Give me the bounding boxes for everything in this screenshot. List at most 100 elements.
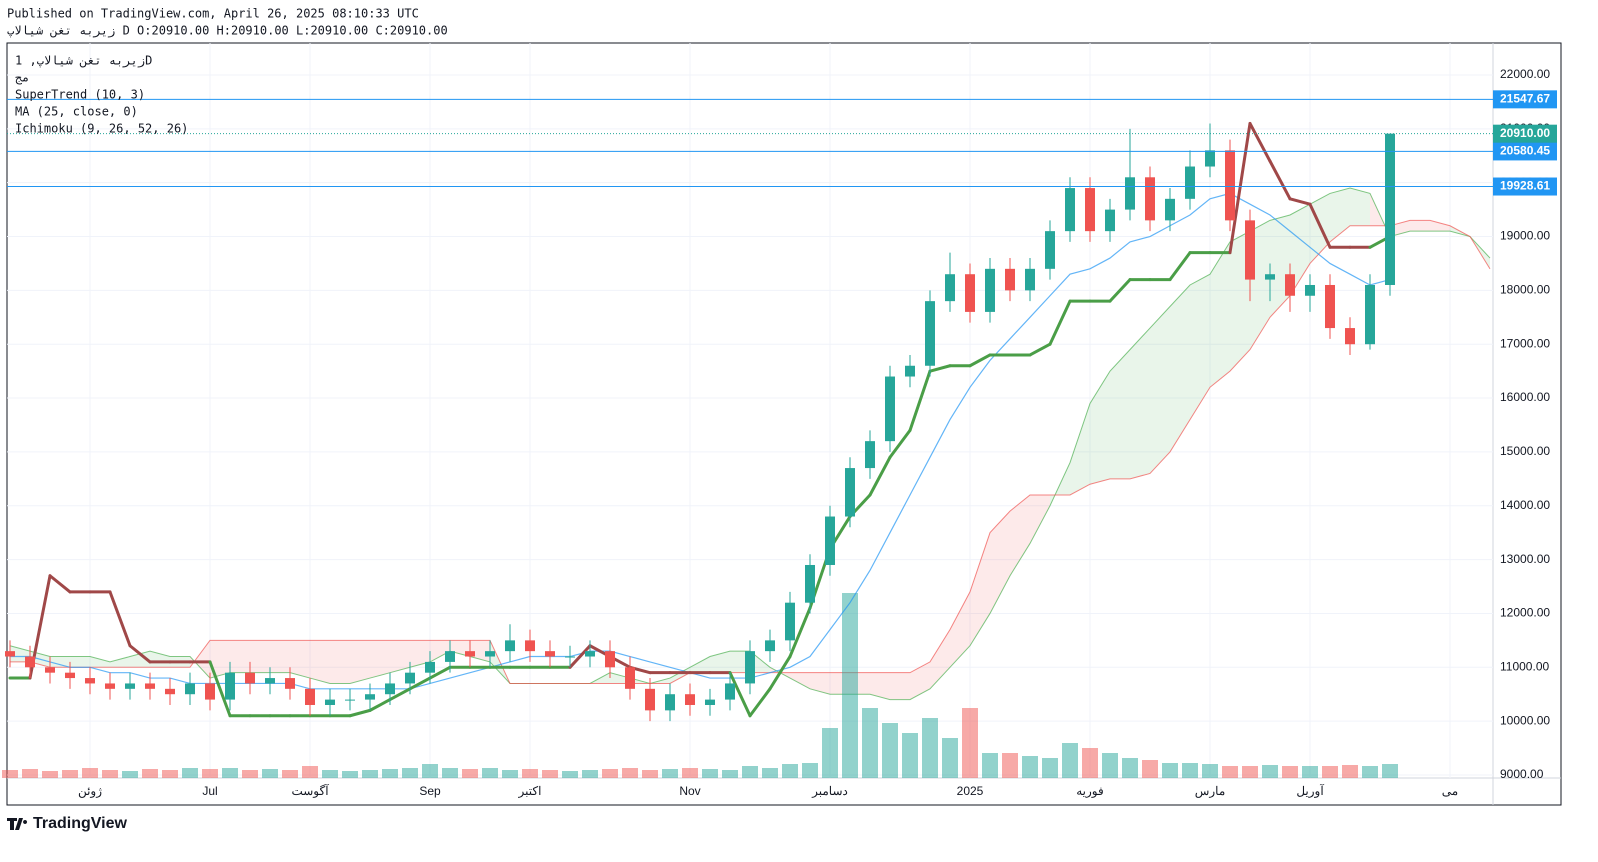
candle-body	[25, 656, 35, 668]
candle-body	[565, 656, 575, 658]
cloud-fill	[330, 640, 350, 684]
supertrend-segment	[908, 369, 932, 432]
candle-body	[1185, 166, 1195, 199]
cloud-fill	[1010, 494, 1030, 576]
x-tick-label: ژوئن	[78, 784, 102, 798]
volume-bar	[1362, 766, 1378, 778]
cloud-fill	[290, 640, 310, 679]
x-tick-label: Jul	[202, 784, 217, 798]
volume-bar	[1142, 760, 1158, 778]
x-tick-label: آگوست	[291, 783, 329, 798]
candle-body	[485, 651, 495, 657]
volume-bar	[1382, 764, 1398, 778]
candle-body	[1345, 328, 1355, 345]
candle-body	[525, 640, 535, 652]
volume-bar	[522, 769, 538, 778]
candle-body	[1005, 268, 1015, 291]
candle-body	[285, 678, 295, 689]
supertrend-segment	[408, 676, 432, 691]
volume-bar	[1282, 766, 1298, 778]
cloud-fill	[990, 511, 1010, 614]
supertrend-segment	[1108, 278, 1132, 303]
cloud-fill	[1330, 188, 1350, 242]
plot-layer: 9000.00 10000.00 11000.00 12000.00 13000.00 1…	[2, 43, 1550, 798]
supertrend-segment	[1028, 342, 1052, 357]
cloud-fill	[1090, 371, 1110, 485]
x-tick-label: اکتبر	[518, 784, 542, 798]
volume-bar	[262, 769, 278, 778]
supertrend-segment	[108, 590, 132, 648]
logo-text: TradingView	[33, 815, 128, 832]
candle-body	[1045, 231, 1055, 269]
volume-bar	[862, 708, 878, 778]
supertrend-segment	[768, 655, 792, 691]
x-tick-label: 2025	[957, 784, 984, 798]
volume-bar	[962, 708, 978, 778]
volume-bar	[1182, 763, 1198, 778]
candle-body	[445, 651, 455, 662]
supertrend-segment	[748, 687, 772, 718]
volume-bar	[182, 768, 198, 778]
candle-body	[45, 667, 55, 673]
y-tick-label: 19000.00	[1500, 229, 1550, 243]
last-price-label: 20910.00	[1500, 126, 1550, 140]
candle-body	[405, 672, 415, 684]
candle-body	[425, 661, 435, 673]
supertrend-segment	[1168, 251, 1192, 282]
candle-body	[1285, 274, 1295, 296]
candle-body	[165, 688, 175, 695]
candle-body	[785, 602, 795, 641]
candle-body	[1145, 177, 1155, 221]
published-line: Published on TradingView.com, April 26, …	[7, 7, 419, 21]
candle-body	[325, 699, 335, 705]
candle-body	[825, 516, 835, 565]
price-label-bg	[1493, 142, 1557, 161]
cloud-fill	[890, 672, 910, 700]
cloud-fill	[690, 656, 710, 673]
volume-bar	[662, 769, 678, 778]
y-tick-label: 15000.00	[1500, 444, 1550, 458]
price-label-bg	[1493, 177, 1557, 196]
volume-bar	[1002, 753, 1018, 778]
volume-bar	[1342, 765, 1358, 778]
cloud-fill	[110, 656, 130, 668]
volume-bar	[422, 764, 438, 778]
candle-body	[1225, 150, 1235, 221]
candle-body	[665, 694, 675, 711]
candle-body	[65, 672, 75, 679]
y-tick-label: 22000.00	[1500, 67, 1550, 81]
cloud-fill	[1190, 274, 1210, 420]
cloud-fill	[910, 661, 930, 700]
cloud-fill	[350, 640, 370, 684]
candle-body	[685, 694, 695, 705]
cloud-fill	[410, 640, 430, 668]
candle-body	[245, 672, 255, 684]
candle-body	[1385, 133, 1395, 285]
candle-body	[385, 683, 395, 695]
candle-body	[845, 468, 855, 517]
x-tick-label: می	[1442, 784, 1458, 798]
volume-bar	[682, 768, 698, 778]
candle-body	[1325, 284, 1335, 329]
volume-bar	[502, 770, 518, 778]
cloud-fill	[870, 672, 890, 700]
candle-body	[1065, 188, 1075, 232]
supertrend-segment	[1048, 299, 1072, 346]
cloud-fill	[790, 672, 810, 689]
candle-body	[205, 683, 215, 700]
volume-bar	[1162, 763, 1178, 778]
volume-bar	[1222, 766, 1238, 778]
supertrend-segment	[1248, 121, 1272, 163]
candle-body	[1365, 284, 1375, 345]
candle-body	[1125, 177, 1135, 210]
volume-bar	[122, 771, 138, 778]
volume-bar	[302, 766, 318, 778]
volume-bar	[82, 768, 98, 778]
volume-bar	[382, 769, 398, 778]
y-tick-label: 9000.00	[1500, 767, 1544, 781]
candle-body	[585, 651, 595, 657]
volume-bar	[722, 770, 738, 778]
cloud-fill	[970, 532, 990, 646]
candle-body	[125, 683, 135, 689]
